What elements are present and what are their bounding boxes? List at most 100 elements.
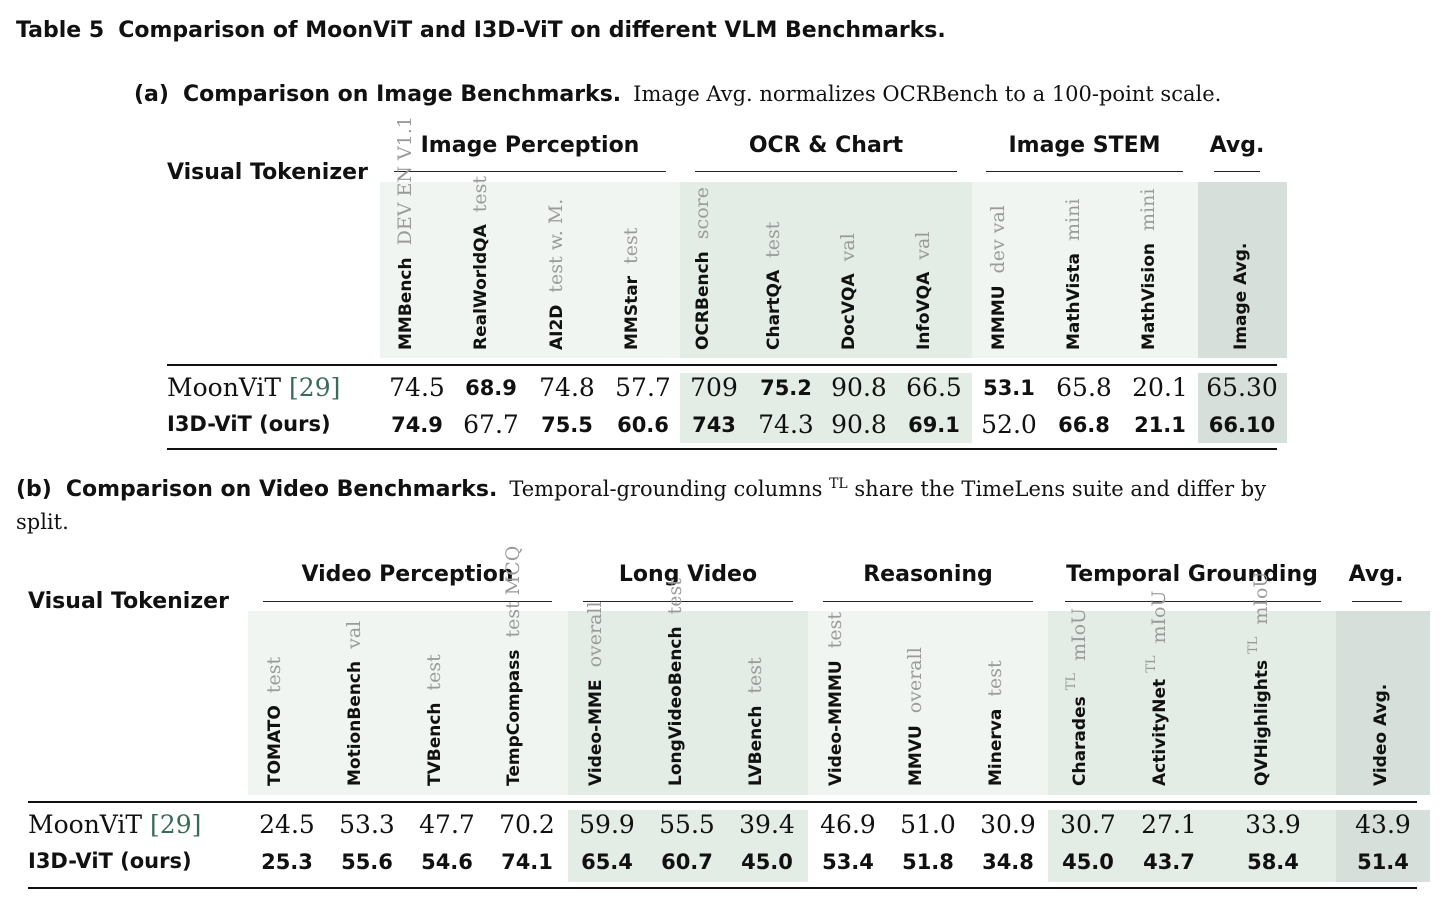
table-cell: 74.1 xyxy=(501,850,553,874)
table-caption: Table 5 Comparison of MoonViT and I3D-ViT… xyxy=(16,18,946,43)
col-header: MMBench DEV EN V1.1 xyxy=(394,116,416,350)
table-cell: 51.4 xyxy=(1357,850,1409,874)
col-header: TempCompass test MCQ xyxy=(502,545,524,786)
table-cell: 55.6 xyxy=(341,850,393,874)
group-rule xyxy=(1214,171,1260,172)
table-cell: 70.2 xyxy=(499,810,555,839)
group-rule xyxy=(583,601,793,602)
temporal-grounding-header-shade xyxy=(1048,611,1336,795)
image-table-title: Comparison on Image Benchmarks. xyxy=(182,82,622,107)
video-table-title: Comparison on Video Benchmarks. xyxy=(65,477,498,502)
table-cell: 58.4 xyxy=(1247,850,1299,874)
table-cell: 55.5 xyxy=(659,810,715,839)
group-avg: Avg. xyxy=(1348,562,1404,587)
col-header: Video-MME overall xyxy=(584,601,606,786)
table-cell: 65.4 xyxy=(581,850,633,874)
table-cell: 39.4 xyxy=(739,810,795,839)
table-cell: 33.9 xyxy=(1245,810,1301,839)
group-rule xyxy=(263,601,552,602)
table-cell: 90.8 xyxy=(831,373,887,402)
col-header: AI2D test w. M. xyxy=(545,198,567,350)
col-header: DocVQA val xyxy=(837,233,859,350)
group-rule xyxy=(1352,601,1402,602)
col-header: Video Avg. xyxy=(1371,683,1391,786)
group-rule xyxy=(394,171,666,172)
group-rule xyxy=(986,171,1183,172)
table-cell: 45.0 xyxy=(1062,850,1114,874)
col-header: TVBench test xyxy=(423,654,445,786)
table-cell: 24.5 xyxy=(259,810,315,839)
table-cell: 53.1 xyxy=(983,376,1035,400)
table-cell: 65.30 xyxy=(1206,373,1278,402)
video-perception-header-shade xyxy=(248,611,568,795)
table-cell: 75.2 xyxy=(760,376,812,400)
table-cell: 74.9 xyxy=(391,413,443,437)
table-cell: 30.9 xyxy=(980,810,1036,839)
table-rule xyxy=(167,448,1277,450)
image-table-caption: (a) Comparison on Image Benchmarks. Image … xyxy=(134,82,1221,107)
table-cell: 21.1 xyxy=(1134,413,1186,437)
citation: [29] xyxy=(150,810,202,839)
col-header: RealWorldQA test xyxy=(469,176,491,350)
table-cell: 51.0 xyxy=(900,810,956,839)
table-cell: 52.0 xyxy=(981,410,1037,439)
row-label: MoonViT [29] xyxy=(167,373,341,402)
table-cell: 68.9 xyxy=(465,376,517,400)
group-image-stem: Image STEM xyxy=(1008,133,1161,158)
table-cell: 65.8 xyxy=(1056,373,1112,402)
table-cell: 57.7 xyxy=(615,373,671,402)
table-cell: 20.1 xyxy=(1132,373,1188,402)
col-header: MathVista mini xyxy=(1062,198,1084,350)
table-rule xyxy=(167,364,1277,366)
table-cell: 59.9 xyxy=(579,810,635,839)
image-table-description: Image Avg. normalizes OCRBench to a 100-… xyxy=(633,82,1222,106)
table-title: Comparison of MoonViT and I3D-ViT on dif… xyxy=(118,18,946,43)
table-cell: 27.1 xyxy=(1141,810,1197,839)
col-header: ChartQA test xyxy=(762,221,784,350)
temporal-grounding-body-shade xyxy=(1048,810,1336,882)
long-video-header-shade xyxy=(568,611,808,795)
table-cell: 69.1 xyxy=(908,413,960,437)
table-label: Table 5 xyxy=(16,18,105,43)
col-header: MMVU overall xyxy=(904,647,926,786)
group-avg: Avg. xyxy=(1209,133,1265,158)
col-header: Image Avg. xyxy=(1231,242,1251,350)
table-cell: 47.7 xyxy=(419,810,475,839)
long-video-body-shade xyxy=(568,810,808,882)
col-header: MathVision mini xyxy=(1137,188,1159,350)
table-cell: 743 xyxy=(692,413,736,437)
video-table-description: Temporal-grounding columns TL share the … xyxy=(509,476,1267,501)
image-stem-header-shade xyxy=(972,182,1198,358)
table-rule xyxy=(28,801,1417,803)
group-rule xyxy=(823,601,1033,602)
col-header: MMMU dev val xyxy=(987,205,1009,350)
reasoning-header-shade xyxy=(808,611,1048,795)
video-avg-body-shade xyxy=(1336,810,1430,882)
col-header: TOMATO test xyxy=(263,656,285,786)
group-video-perception: Video Perception xyxy=(301,562,514,587)
image-avg-header-shade xyxy=(1198,182,1287,358)
row-label: I3D-ViT (ours) xyxy=(28,849,192,873)
table-cell: 34.8 xyxy=(982,850,1034,874)
video-table-tag: (b) xyxy=(16,477,52,502)
group-rule xyxy=(695,171,957,172)
table-cell: 43.9 xyxy=(1355,810,1411,839)
table-rule xyxy=(28,887,1417,889)
table-cell: 66.8 xyxy=(1058,413,1110,437)
col-header: LongVideoBench test xyxy=(664,578,686,786)
group-long-video: Long Video xyxy=(618,562,758,587)
citation: [29] xyxy=(289,373,341,402)
col-header: InfoVQA val xyxy=(912,231,934,350)
image-row-header: Visual Tokenizer xyxy=(167,160,368,185)
table-cell: 45.0 xyxy=(741,850,793,874)
col-header: OCRBench score xyxy=(691,187,713,350)
group-rule xyxy=(1065,601,1321,602)
col-header: QVHighlights TL mIoU xyxy=(1246,571,1272,786)
table-cell: 66.10 xyxy=(1208,413,1276,437)
col-header: ActivityNet TL mIoU xyxy=(1144,590,1170,787)
table-cell: 74.3 xyxy=(758,410,814,439)
table-cell: 53.3 xyxy=(339,810,395,839)
table-cell: 60.7 xyxy=(661,850,713,874)
image-perception-header-shade xyxy=(380,182,680,358)
table-cell: 54.6 xyxy=(421,850,473,874)
